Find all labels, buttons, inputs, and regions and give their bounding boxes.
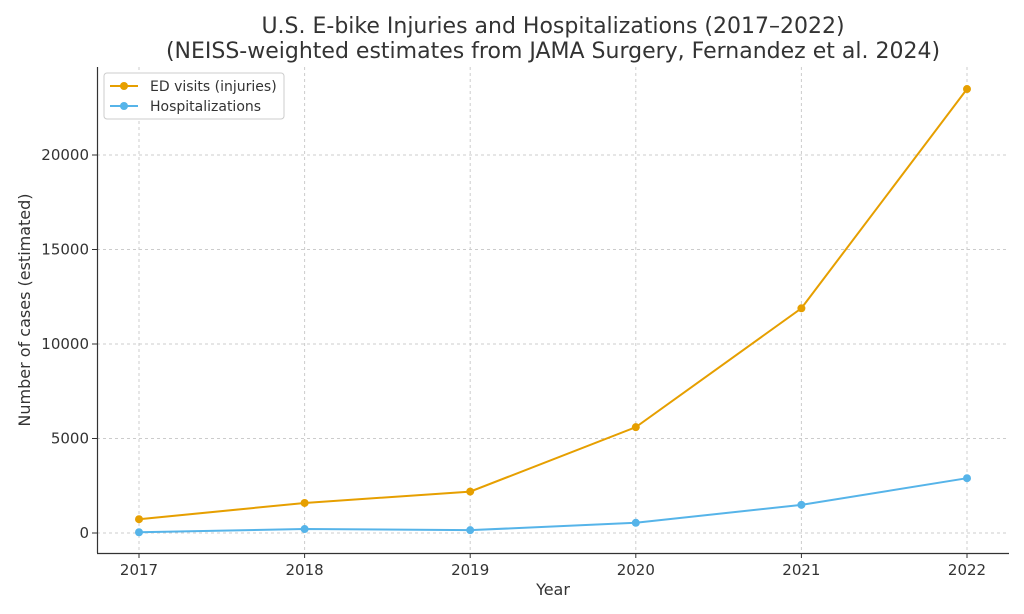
legend-box: [103, 72, 285, 120]
x-tick-label: 2017: [120, 561, 158, 579]
axes: [96, 67, 1009, 555]
data-point: [300, 525, 309, 534]
legend-label-ed: ED visits (injuries): [150, 79, 277, 95]
data-point: [631, 518, 640, 527]
data-point: [135, 528, 143, 537]
x-tick-label: 2020: [617, 561, 655, 579]
x-tick-label: 2018: [286, 561, 324, 579]
y-axis-label: Number of cases (estimated): [15, 193, 34, 426]
y-tick-label: 0: [79, 524, 89, 542]
series-0: [135, 85, 971, 524]
y-tick-label: 5000: [51, 430, 89, 448]
y-tick-label: 15000: [41, 241, 89, 259]
chart-subtitle: (NEISS-weighted estimates from JAMA Surg…: [166, 39, 940, 64]
series-line: [138, 477, 968, 534]
data-point: [797, 304, 806, 313]
x-axis-label: Year: [535, 580, 570, 599]
chart-title: U.S. E-bike Injuries and Hospitalization…: [261, 14, 844, 39]
legend-marker-hosp: [120, 102, 128, 110]
data-point: [963, 85, 971, 94]
legend-label-hosp: Hospitalizations: [150, 99, 261, 115]
x-tick-label: 2021: [782, 561, 820, 579]
data-point: [631, 423, 640, 432]
data-point: [797, 500, 806, 509]
y-tick-label: 10000: [41, 335, 89, 353]
data-point: [135, 515, 143, 524]
y-tick-label: 20000: [41, 146, 89, 164]
series-1: [135, 474, 971, 537]
x-tick-label: 2022: [948, 561, 986, 579]
data-point: [466, 526, 475, 535]
data-point: [466, 487, 475, 496]
x-tick-label: 2019: [451, 561, 489, 579]
grid: [97, 67, 1009, 553]
data-point: [300, 498, 309, 507]
data-point: [963, 474, 971, 483]
series-line: [138, 88, 968, 521]
legend: ED visits (injuries) Hospitalizations: [103, 72, 285, 120]
legend-marker-ed: [120, 82, 128, 90]
